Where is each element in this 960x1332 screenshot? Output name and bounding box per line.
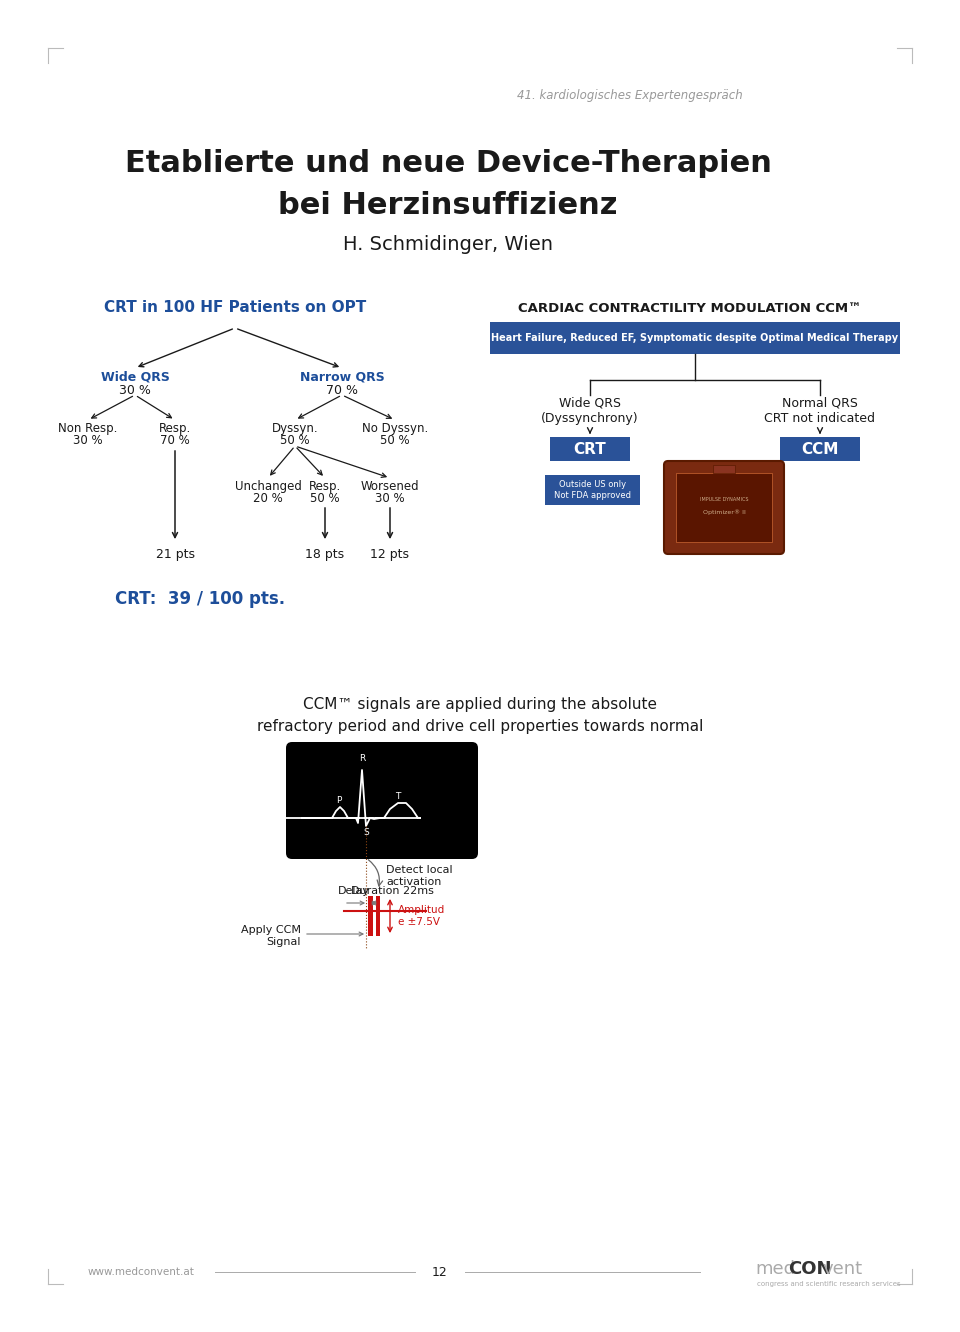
Text: P: P [336,797,342,805]
Bar [780,437,860,461]
Text: Resp.: Resp. [309,480,341,493]
Text: refractory period and drive cell properties towards normal: refractory period and drive cell propert… [257,719,703,734]
Text: Outside US only
Not FDA approved: Outside US only Not FDA approved [554,481,631,500]
Text: 70 %: 70 % [326,384,358,397]
Text: Wide QRS
(Dyssynchrony): Wide QRS (Dyssynchrony) [541,397,638,425]
Text: Amplitud
e ±7.5V: Amplitud e ±7.5V [398,906,445,927]
FancyBboxPatch shape [664,461,784,554]
Bar [368,896,372,936]
Text: Duration 22ms: Duration 22ms [350,886,433,896]
Text: CRT: CRT [574,441,607,457]
Text: T: T [396,793,400,801]
Text: Apply CCM
Signal: Apply CCM Signal [241,926,301,947]
Text: congress and scientific research services: congress and scientific research service… [757,1281,900,1287]
Text: vent: vent [822,1260,862,1277]
Text: bei Herzinsuffizienz: bei Herzinsuffizienz [278,190,617,220]
Text: med: med [755,1260,795,1277]
Text: 50 %: 50 % [280,434,310,448]
Text: 70 %: 70 % [160,434,190,448]
Text: CRT:  39 / 100 pts.: CRT: 39 / 100 pts. [115,590,285,607]
Text: CARDIAC CONTRACTILITY MODULATION CCM™: CARDIAC CONTRACTILITY MODULATION CCM™ [518,301,862,314]
Text: 18 pts: 18 pts [305,547,345,561]
Text: No Dyssyn.: No Dyssyn. [362,422,428,436]
Text: www.medconvent.at: www.medconvent.at [88,1267,195,1277]
Text: Unchanged: Unchanged [234,480,301,493]
Text: Dyssyn.: Dyssyn. [272,422,319,436]
Text: CON: CON [788,1260,831,1277]
Text: 30 %: 30 % [73,434,103,448]
Text: Delay: Delay [338,886,370,896]
FancyBboxPatch shape [286,742,478,859]
Bar [550,437,630,461]
Text: Wide QRS: Wide QRS [101,370,169,384]
Text: Narrow QRS: Narrow QRS [300,370,384,384]
Text: Etablierte und neue Device-Therapien: Etablierte und neue Device-Therapien [125,148,772,177]
Text: 30 %: 30 % [375,492,405,505]
Text: Normal QRS
CRT not indicated: Normal QRS CRT not indicated [764,397,876,425]
Bar [490,322,900,354]
Bar [545,476,640,505]
Text: CCM™ signals are applied during the absolute: CCM™ signals are applied during the abso… [303,698,657,713]
Text: R: R [359,754,365,763]
Text: CRT in 100 HF Patients on OPT: CRT in 100 HF Patients on OPT [104,301,366,316]
Text: Optimizer® II: Optimizer® II [703,510,745,515]
Text: Detect local
activation: Detect local activation [386,866,452,887]
Text: 12: 12 [432,1265,448,1279]
Bar [375,896,380,936]
Text: CCM: CCM [802,441,839,457]
Text: H. Schmidinger, Wien: H. Schmidinger, Wien [343,236,553,254]
Text: S: S [363,829,369,836]
Text: 20 %: 20 % [253,492,283,505]
Bar [713,465,735,473]
Text: 30 %: 30 % [119,384,151,397]
Text: Non Resp.: Non Resp. [59,422,118,436]
Text: Heart Failure, Reduced EF, Symptomatic despite Optimal Medical Therapy: Heart Failure, Reduced EF, Symptomatic d… [492,333,899,344]
Text: 50 %: 50 % [310,492,340,505]
Text: Resp.: Resp. [158,422,191,436]
Text: 12 pts: 12 pts [371,547,410,561]
Text: 41. kardiologisches Expertengespräch: 41. kardiologisches Expertengespräch [517,88,743,101]
Text: IMPULSE DYNAMICS: IMPULSE DYNAMICS [700,497,748,502]
Text: 21 pts: 21 pts [156,547,195,561]
Bar [676,473,772,542]
Text: 50 %: 50 % [380,434,410,448]
Text: Worsened: Worsened [361,480,420,493]
